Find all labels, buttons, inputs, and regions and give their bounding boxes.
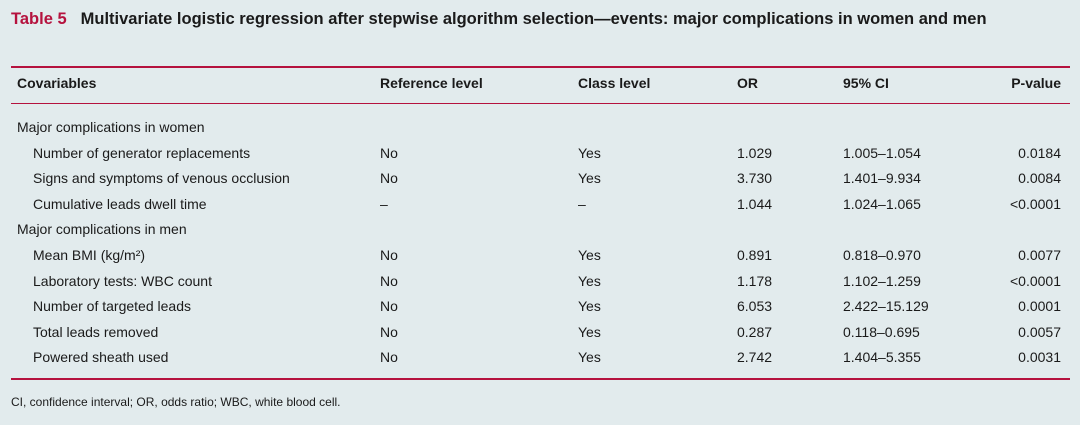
- table-cell: Yes: [578, 349, 601, 366]
- table-cell: 6.053: [737, 298, 773, 315]
- table-cell: 0.287: [737, 323, 773, 340]
- table-cell: 0.0077: [1018, 247, 1061, 263]
- column-header: OR: [737, 75, 758, 91]
- table-cell: Signs and symptoms of venous occlusion: [33, 170, 290, 187]
- table-cell: No: [380, 144, 398, 161]
- table-label: Table 5: [11, 10, 67, 28]
- table-cell: 2.422–15.129: [843, 298, 929, 315]
- column-header: Reference level: [380, 75, 483, 91]
- table-cell: 0.818–0.970: [843, 247, 921, 263]
- table-cell: Yes: [578, 247, 601, 263]
- table-cell: Yes: [578, 144, 601, 161]
- footnote: CI, confidence interval; OR, odds ratio;…: [11, 395, 341, 409]
- table-cell: No: [380, 349, 398, 366]
- table-cell: 1.044: [737, 195, 773, 212]
- table-cell: 3.730: [737, 170, 773, 187]
- table-title: Table 5 Multivariate logistic regression …: [11, 9, 1071, 30]
- column-header: P-value: [1011, 75, 1061, 91]
- table-cell: 2.742: [737, 349, 773, 366]
- top-rule: [11, 66, 1070, 68]
- table-cell: 0.891: [737, 247, 773, 263]
- table-cell: 0.118–0.695: [843, 323, 920, 340]
- title-text: Multivariate logistic regression after s…: [80, 10, 987, 28]
- table-cell: Number of targeted leads: [33, 298, 191, 315]
- table-cell: Laboratory tests: WBC count: [33, 272, 212, 289]
- table-cell: Total leads removed: [33, 323, 159, 340]
- table-cell: Cumulative leads dwell time: [33, 195, 207, 212]
- column-header: 95% CI: [843, 75, 889, 91]
- column-header: Class level: [578, 75, 651, 91]
- table-cell: No: [380, 298, 398, 315]
- group-label: Major complications in women: [17, 119, 205, 135]
- table-cell: 0.0001: [1018, 298, 1061, 315]
- table-cell: 1.102–1.259: [843, 272, 921, 289]
- table-cell: 0.0031: [1018, 349, 1061, 366]
- table-cell: Yes: [578, 170, 601, 187]
- table-cell: <0.0001: [1010, 195, 1061, 212]
- table-cell: Yes: [578, 272, 601, 289]
- header-rule: [11, 103, 1070, 104]
- table-cell: No: [380, 247, 398, 263]
- table-cell: Powered sheath used: [33, 349, 169, 366]
- table-cell: No: [380, 272, 398, 289]
- table-cell: 1.029: [737, 144, 773, 161]
- table-cell: 0.0184: [1018, 144, 1061, 161]
- table-cell: 1.401–9.934: [843, 170, 921, 187]
- table-cell: 1.024–1.065: [843, 195, 921, 212]
- group-label: Major complications in men: [17, 221, 187, 238]
- table-cell: Yes: [578, 323, 601, 340]
- table-cell: Mean BMI (kg/m²): [33, 247, 146, 263]
- table-cell: –: [380, 195, 388, 212]
- table-cell: <0.0001: [1010, 272, 1061, 289]
- column-header: Covariables: [17, 75, 97, 91]
- bottom-rule: [11, 378, 1070, 380]
- table-cell: Yes: [578, 298, 601, 315]
- table-cell: No: [380, 323, 398, 340]
- table-cell: No: [380, 170, 398, 187]
- table-cell: –: [578, 195, 586, 212]
- table-cell: 0.0084: [1018, 170, 1061, 187]
- table-cell: 1.404–5.355: [843, 349, 921, 366]
- table-cell: 1.005–1.054: [843, 144, 921, 161]
- table-cell: 0.0057: [1018, 323, 1061, 340]
- table-cell: 1.178: [737, 272, 773, 289]
- table-cell: Number of generator replacements: [33, 144, 251, 161]
